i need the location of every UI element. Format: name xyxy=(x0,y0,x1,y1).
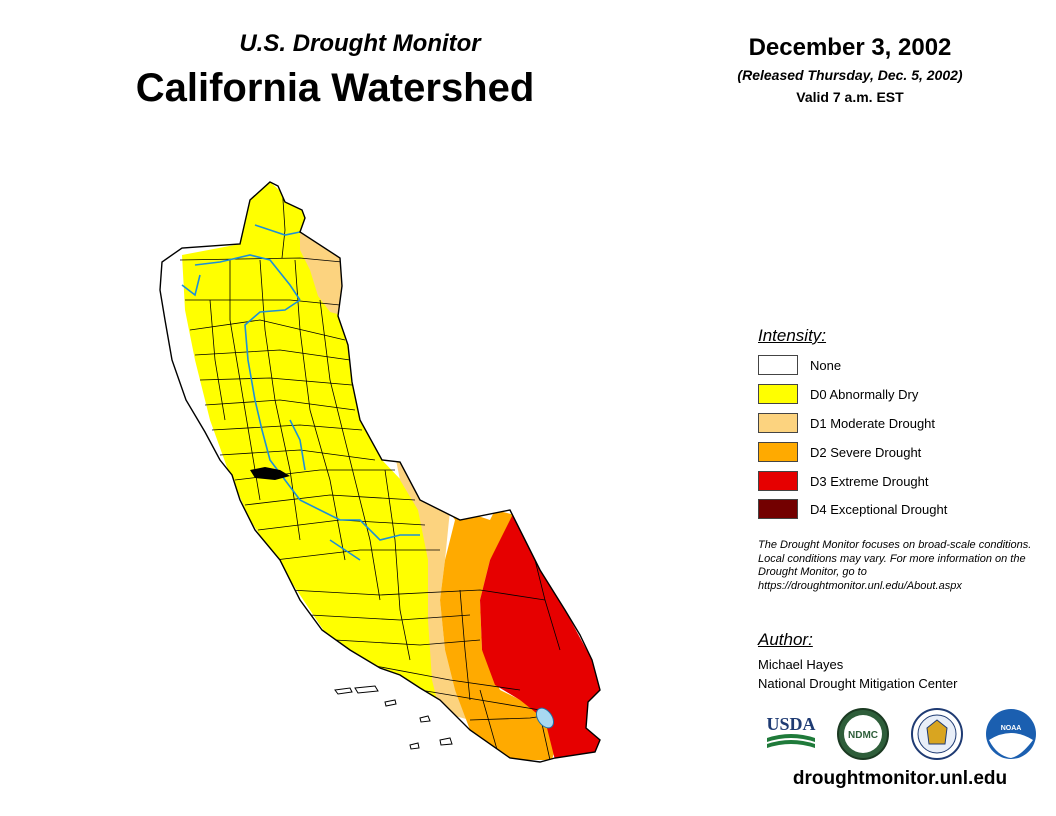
agency-logos: USDA NDMC NOAA xyxy=(766,708,1036,760)
usda-logo: USDA xyxy=(766,714,816,748)
d3-extreme-area xyxy=(480,510,600,760)
d1-moderate-band-area xyxy=(395,455,470,720)
legend-item-d1: D1 Moderate Drought xyxy=(758,413,1018,435)
usda-logo-text: USDA xyxy=(766,714,815,734)
commerce-seal-icon xyxy=(911,708,963,760)
legend-label: D2 Severe Drought xyxy=(810,445,922,460)
legend-swatch xyxy=(758,355,798,375)
legend-swatch xyxy=(758,471,798,491)
ndmc-logo: NDMC xyxy=(837,708,889,760)
website-link[interactable]: droughtmonitor.unl.edu xyxy=(792,768,1008,789)
channel-islands xyxy=(334,685,453,750)
legend-item-d0: D0 Abnormally Dry xyxy=(758,384,1018,406)
legend-swatch xyxy=(758,499,798,519)
map-subtitle: U.S. Drought Monitor xyxy=(239,30,481,57)
release-date: (Released Thursday, Dec. 5, 2002) xyxy=(737,67,963,83)
legend-label: D0 Abnormally Dry xyxy=(810,387,919,402)
noaa-logo: NOAA xyxy=(986,709,1036,759)
legend-item-d4: D4 Exceptional Drought xyxy=(758,499,1018,521)
legend-label: None xyxy=(810,358,842,373)
legend-label: D4 Exceptional Drought xyxy=(810,502,948,517)
legend-label: D3 Extreme Drought xyxy=(810,474,929,489)
legend-swatch xyxy=(758,413,798,433)
legend-swatch xyxy=(758,442,798,462)
california-drought-map xyxy=(159,181,601,763)
ndmc-logo-text: NDMC xyxy=(848,730,878,741)
disclaimer-note: The Drought Monitor focuses on broad-sca… xyxy=(758,539,1032,592)
salton-sea xyxy=(535,707,555,729)
legend-item-none: None xyxy=(758,355,1018,377)
noaa-logo-text: NOAA xyxy=(1001,725,1022,732)
map-title: California Watershed xyxy=(135,66,535,110)
bay-area xyxy=(250,467,290,480)
author-heading: Author: xyxy=(758,630,813,649)
map-date: December 3, 2002 xyxy=(748,34,952,61)
valid-time: Valid 7 a.m. EST xyxy=(796,89,904,105)
legend-swatch xyxy=(758,384,798,404)
d0-abnormally-dry-area xyxy=(182,182,450,710)
legend-item-d3: D3 Extreme Drought xyxy=(758,471,1018,493)
legend-heading: Intensity: xyxy=(758,326,827,345)
author-name: Michael Hayes xyxy=(758,657,844,672)
legend-label: D1 Moderate Drought xyxy=(810,416,936,431)
author-organization: National Drought Mitigation Center xyxy=(758,676,958,691)
legend-item-d2: D2 Severe Drought xyxy=(758,442,1018,464)
